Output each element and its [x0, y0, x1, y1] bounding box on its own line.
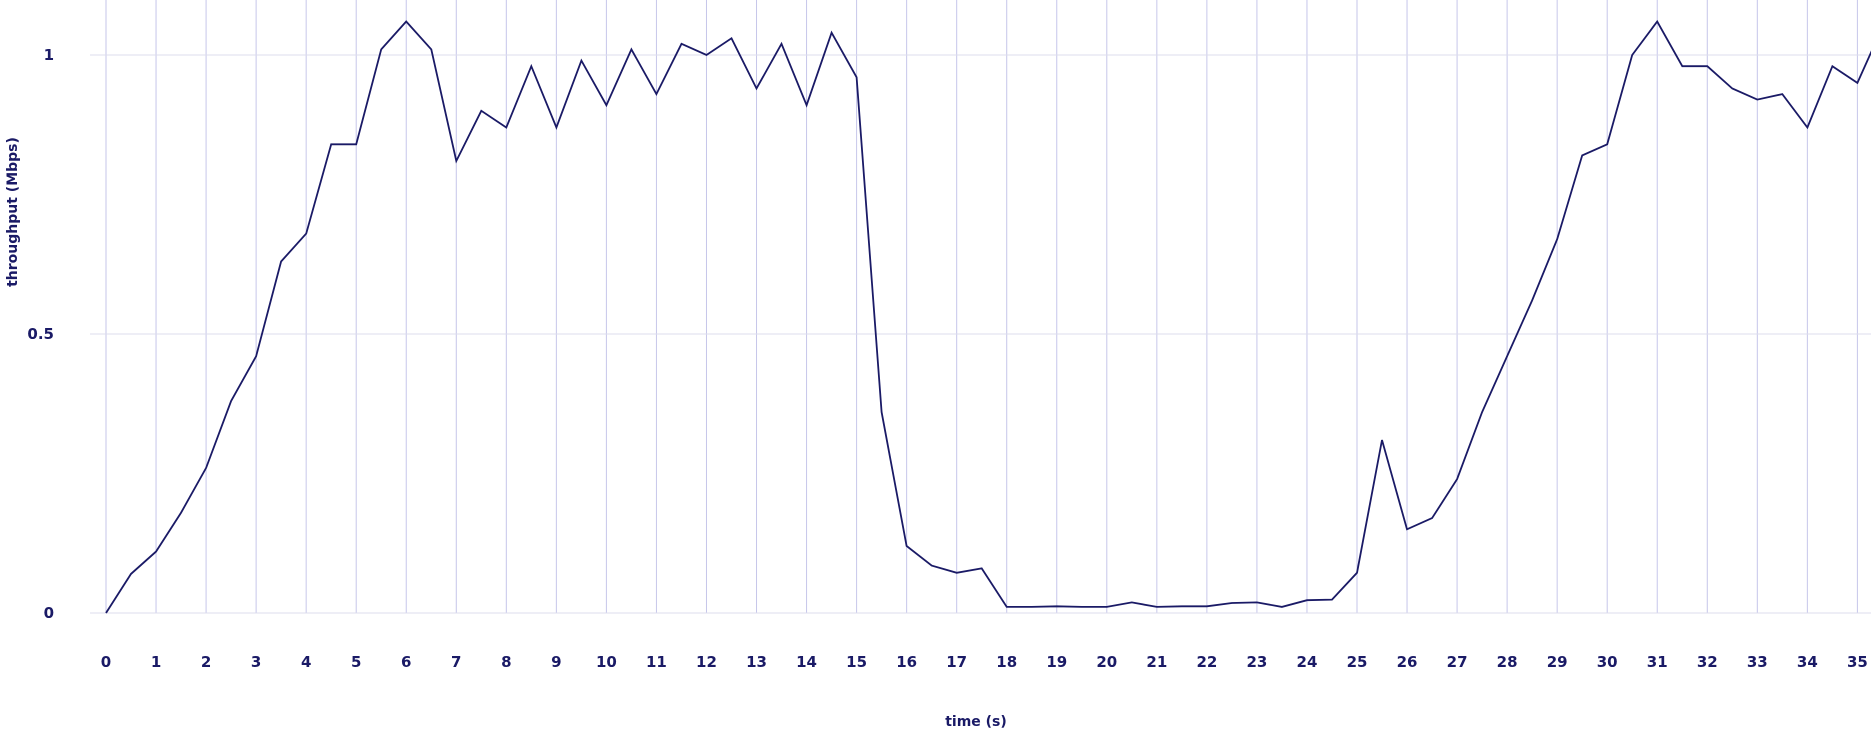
x-tick-label: 24 — [1297, 653, 1318, 671]
x-tick-label: 4 — [301, 653, 311, 671]
y-tick-label: 0.5 — [27, 325, 54, 343]
x-tick-label: 19 — [1046, 653, 1067, 671]
x-tick-label: 32 — [1697, 653, 1718, 671]
x-tick-label: 12 — [696, 653, 717, 671]
x-tick-label: 26 — [1397, 653, 1418, 671]
x-tick-label: 33 — [1747, 653, 1768, 671]
series-layer — [105, 19, 1871, 614]
y-tick-labels: 00.51 — [27, 46, 54, 622]
x-tick-label: 27 — [1447, 653, 1468, 671]
x-tick-label: 8 — [501, 653, 511, 671]
x-tick-label: 13 — [746, 653, 767, 671]
x-tick-label: 25 — [1347, 653, 1368, 671]
throughput-series-line — [105, 19, 1871, 614]
x-tick-label: 14 — [796, 653, 817, 671]
x-tick-label: 15 — [846, 653, 867, 671]
x-tick-label: 35 — [1847, 653, 1868, 671]
x-tick-label: 2 — [201, 653, 211, 671]
x-tick-label: 28 — [1497, 653, 1518, 671]
x-tick-label: 6 — [401, 653, 411, 671]
x-tick-label: 7 — [451, 653, 461, 671]
x-tick-label: 21 — [1146, 653, 1167, 671]
x-tick-label: 9 — [551, 653, 561, 671]
x-tick-label: 16 — [896, 653, 917, 671]
y-axis-label: throughput (Mbps) — [5, 137, 21, 287]
x-tick-label: 30 — [1597, 653, 1618, 671]
x-tick-label: 11 — [646, 653, 667, 671]
x-tick-label: 10 — [596, 653, 617, 671]
x-tick-label: 5 — [351, 653, 361, 671]
x-axis-label: time (s) — [945, 714, 1007, 730]
x-tick-label: 1 — [151, 653, 161, 671]
x-tick-label: 31 — [1647, 653, 1668, 671]
x-tick-labels: 0 1 2 3 4 5 6 7 8 9 10 11 12 13 14 15 16 17 18 19 20 21 22 23 24… — [101, 653, 1868, 671]
y-tick-label: 0 — [44, 604, 54, 622]
x-tick-label: 18 — [996, 653, 1017, 671]
x-tick-label: 34 — [1797, 653, 1818, 671]
x-tick-label: 0 — [101, 653, 111, 671]
x-tick-label: 3 — [251, 653, 261, 671]
grid-lines — [90, 0, 1871, 614]
x-tick-label: 23 — [1246, 653, 1267, 671]
x-tick-label: 29 — [1547, 653, 1568, 671]
x-tick-label: 22 — [1196, 653, 1217, 671]
y-tick-label: 1 — [44, 46, 54, 64]
x-tick-label: 17 — [946, 653, 967, 671]
x-tick-label: 20 — [1096, 653, 1117, 671]
